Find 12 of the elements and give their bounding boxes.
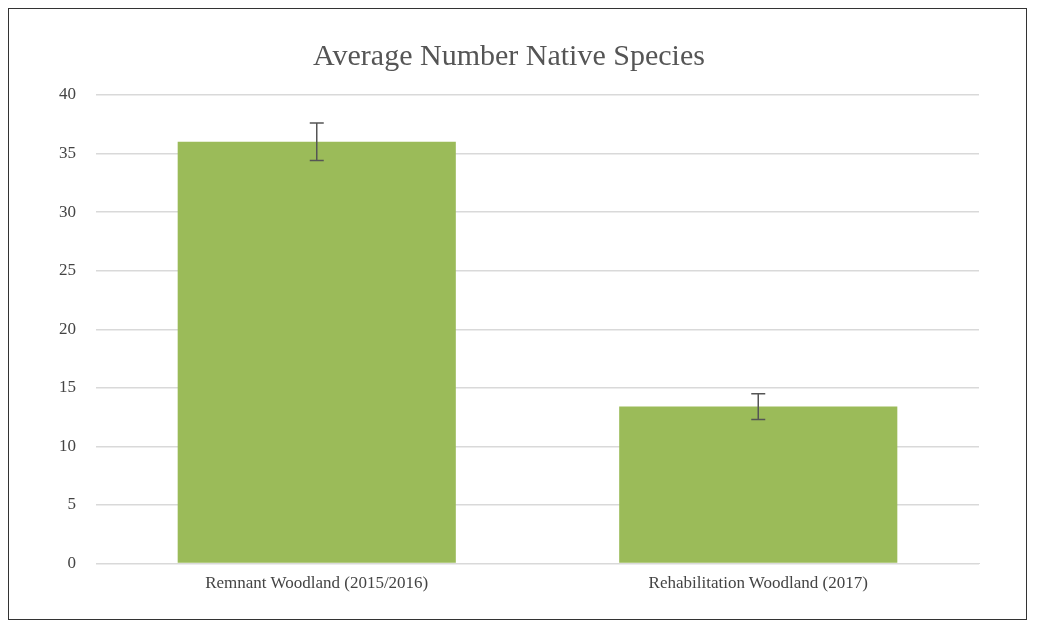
y-tick-label: 25 — [59, 260, 76, 280]
x-tick-label: Remnant Woodland (2015/2016) — [205, 573, 429, 593]
y-tick-label: 5 — [67, 494, 76, 514]
x-tick-label: Rehabilitation Woodland (2017) — [648, 573, 868, 593]
y-tick-label: 20 — [59, 318, 76, 338]
y-tick-label: 15 — [59, 377, 76, 397]
y-tick-label: 30 — [59, 201, 76, 221]
y-tick-label: 0 — [67, 553, 76, 573]
y-tick-label: 10 — [59, 435, 76, 455]
chart-title: Average Number Native Species — [313, 37, 705, 71]
y-tick-label: 40 — [59, 84, 76, 104]
y-tick-label: 35 — [59, 143, 76, 163]
